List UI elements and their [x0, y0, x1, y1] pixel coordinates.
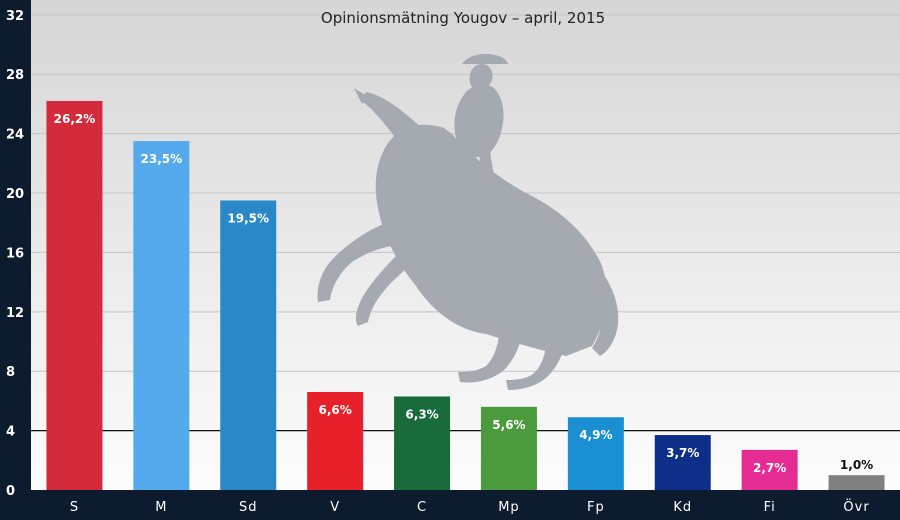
- data-label: 6,6%: [319, 403, 352, 417]
- data-label: 4,9%: [579, 428, 612, 442]
- bar-fi: [741, 449, 798, 490]
- bar-s: [46, 100, 103, 490]
- data-label: 6,3%: [405, 407, 438, 421]
- x-tick-label: C: [417, 500, 427, 515]
- watermark-shape: [588, 262, 619, 356]
- y-axis-background: [0, 0, 31, 520]
- data-label: 5,6%: [492, 418, 525, 432]
- x-tick-label: Övr: [843, 498, 869, 515]
- watermark-shape: [506, 340, 566, 390]
- bar-kd: [654, 435, 711, 490]
- y-tick-label: 0: [6, 484, 15, 499]
- x-tick-label: Fi: [764, 500, 776, 515]
- data-label: 26,2%: [54, 112, 96, 126]
- data-label: 23,5%: [141, 152, 183, 166]
- data-label: 2,7%: [753, 461, 786, 475]
- y-axis-ticks: 0 4 8 12 16 20 24 28 32: [6, 9, 24, 499]
- bar-m: [133, 141, 190, 490]
- x-tick-label: Fp: [587, 500, 605, 515]
- data-labels: 26,2% 23,5% 19,5% 6,6% 6,3% 5,6% 4,9% 3,7% 2,7% 1…: [54, 112, 874, 475]
- x-axis-ticks: S M Sd V C Mp Fp Kd Fi Övr: [70, 498, 869, 515]
- bars: [46, 100, 885, 491]
- x-tick-label: V: [330, 500, 340, 515]
- watermark-shape: [458, 330, 522, 383]
- data-label: 3,7%: [666, 446, 699, 460]
- data-label: 1,0%: [840, 458, 873, 472]
- x-tick-label: Kd: [673, 500, 692, 515]
- bar-c: [394, 396, 451, 490]
- y-tick-label: 32: [6, 9, 24, 24]
- y-tick-label: 24: [6, 128, 24, 143]
- watermark-shape: [469, 64, 493, 90]
- bar-övr: [828, 475, 885, 490]
- x-tick-label: S: [70, 500, 79, 515]
- bar-mp: [480, 406, 537, 490]
- y-tick-label: 16: [6, 246, 24, 261]
- y-tick-label: 12: [6, 306, 24, 321]
- equestrian-statue-watermark-icon: [317, 54, 619, 390]
- x-tick-label: Mp: [498, 500, 519, 515]
- watermark-shape: [454, 84, 504, 158]
- bar-v: [307, 392, 364, 490]
- chart-title: Opinionsmätning Yougov – april, 2015: [321, 9, 605, 27]
- watermark-shape: [360, 92, 420, 136]
- watermark-shape: [354, 88, 370, 104]
- y-tick-label: 28: [6, 68, 24, 83]
- watermark-shape: [317, 220, 402, 302]
- watermark-shape: [478, 150, 508, 214]
- bar-sd: [220, 200, 277, 491]
- y-tick-label: 8: [6, 365, 15, 380]
- x-tick-label: M: [155, 500, 167, 515]
- watermark-shape: [375, 124, 607, 356]
- x-tick-label: Sd: [239, 500, 258, 515]
- x-axis-background: [0, 490, 900, 520]
- watermark-shape: [462, 54, 508, 64]
- data-label: 19,5%: [227, 211, 269, 225]
- bar-fp: [567, 417, 624, 490]
- y-tick-label: 4: [6, 425, 15, 440]
- watermark-shape: [355, 246, 420, 326]
- y-tick-label: 20: [6, 187, 24, 202]
